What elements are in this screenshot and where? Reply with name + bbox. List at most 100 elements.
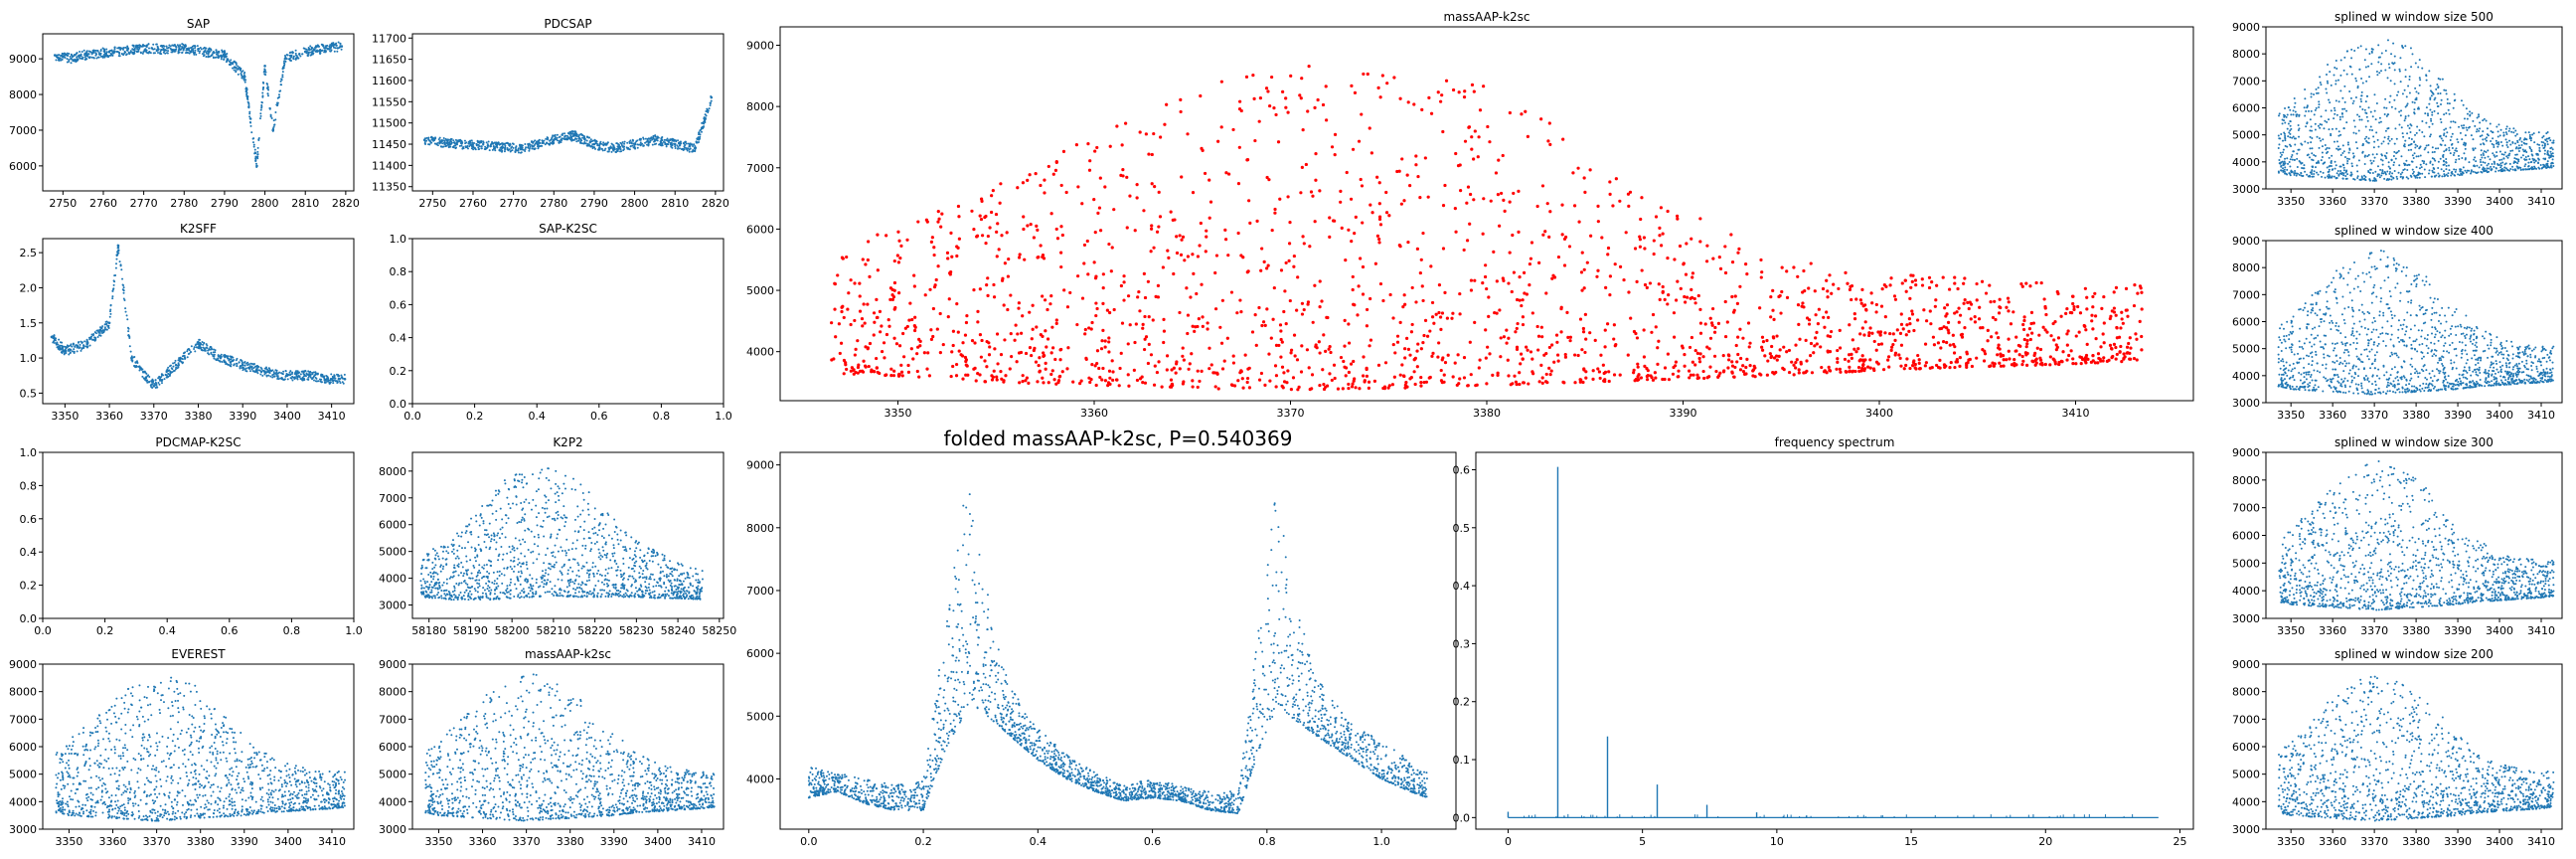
data-point xyxy=(62,776,65,779)
data-point xyxy=(622,557,625,560)
data-point xyxy=(158,383,161,386)
data-point xyxy=(697,136,700,139)
data-point xyxy=(55,811,58,814)
data-point xyxy=(67,772,70,774)
y-tick-label: 0.4 xyxy=(390,332,407,345)
data-point xyxy=(427,136,430,139)
data-point xyxy=(483,533,486,536)
data-point xyxy=(677,593,680,596)
data-point xyxy=(61,797,64,800)
data-point xyxy=(269,791,272,794)
data-point xyxy=(59,762,62,765)
data-point xyxy=(587,576,590,579)
data-point xyxy=(634,555,637,558)
data-point xyxy=(321,773,324,775)
data-point xyxy=(106,55,109,58)
data-point xyxy=(545,554,548,557)
data-point xyxy=(510,149,513,152)
data-point xyxy=(597,556,600,559)
data-point xyxy=(545,495,548,498)
data-point xyxy=(269,800,272,803)
data-point xyxy=(587,144,590,147)
data-point xyxy=(535,591,538,594)
data-point xyxy=(440,597,443,600)
data-point xyxy=(664,597,667,600)
data-point xyxy=(454,597,457,600)
data-point xyxy=(557,533,560,536)
data-point xyxy=(517,580,520,583)
data-point xyxy=(159,777,162,780)
data-point xyxy=(504,144,507,147)
data-point xyxy=(538,138,541,141)
data-point xyxy=(302,801,305,804)
data-point xyxy=(493,583,496,586)
data-point xyxy=(85,346,88,349)
data-point xyxy=(325,375,328,378)
data-point xyxy=(603,554,606,557)
data-point xyxy=(495,541,498,544)
data-point xyxy=(546,507,549,510)
data-point xyxy=(482,567,485,570)
data-point xyxy=(589,550,592,553)
data-point xyxy=(620,150,623,153)
data-point xyxy=(442,145,445,148)
data-point xyxy=(180,729,183,732)
data-point xyxy=(226,52,229,55)
data-point xyxy=(280,372,283,375)
data-point xyxy=(488,581,491,584)
data-point xyxy=(478,597,481,600)
data-point xyxy=(699,135,702,138)
data-point xyxy=(318,50,321,53)
data-point xyxy=(608,593,611,596)
y-tick-label: 0.6 xyxy=(20,513,38,526)
data-point xyxy=(704,116,707,119)
data-point xyxy=(654,134,657,137)
data-point xyxy=(553,563,556,566)
data-point xyxy=(147,43,150,46)
data-point xyxy=(497,559,500,562)
data-point xyxy=(151,386,154,389)
data-point xyxy=(522,507,525,510)
y-tick-label: 5000 xyxy=(379,546,406,559)
data-point xyxy=(339,382,342,385)
data-point xyxy=(612,146,616,150)
data-point xyxy=(593,507,596,510)
data-point xyxy=(526,482,529,485)
data-point xyxy=(641,142,644,145)
data-point xyxy=(113,746,116,749)
data-point xyxy=(256,812,259,815)
data-point xyxy=(645,140,648,143)
data-point xyxy=(53,337,56,340)
data-point xyxy=(619,539,622,542)
y-tick-label: 0.5 xyxy=(20,387,38,400)
data-point xyxy=(71,345,74,348)
data-point xyxy=(521,481,524,484)
data-point xyxy=(186,808,189,811)
data-point xyxy=(619,591,622,594)
data-point xyxy=(273,775,276,778)
data-point xyxy=(645,578,648,581)
data-point xyxy=(247,101,250,104)
data-point xyxy=(94,811,97,814)
data-point xyxy=(190,50,193,53)
data-point xyxy=(218,56,221,59)
data-point xyxy=(545,137,548,140)
data-point xyxy=(61,352,64,355)
data-point xyxy=(175,366,178,369)
data-point xyxy=(521,572,524,575)
data-point xyxy=(62,805,65,808)
data-point xyxy=(202,343,205,346)
data-point xyxy=(131,44,134,47)
data-point xyxy=(589,548,592,551)
data-point xyxy=(470,139,473,142)
data-point xyxy=(186,774,189,777)
data-point xyxy=(82,49,85,52)
data-point xyxy=(632,139,635,142)
data-point xyxy=(214,351,217,354)
data-point xyxy=(169,371,172,374)
data-point xyxy=(341,381,344,384)
data-point xyxy=(651,560,654,563)
data-point xyxy=(663,555,666,558)
data-point xyxy=(195,740,198,743)
data-point xyxy=(553,595,556,598)
